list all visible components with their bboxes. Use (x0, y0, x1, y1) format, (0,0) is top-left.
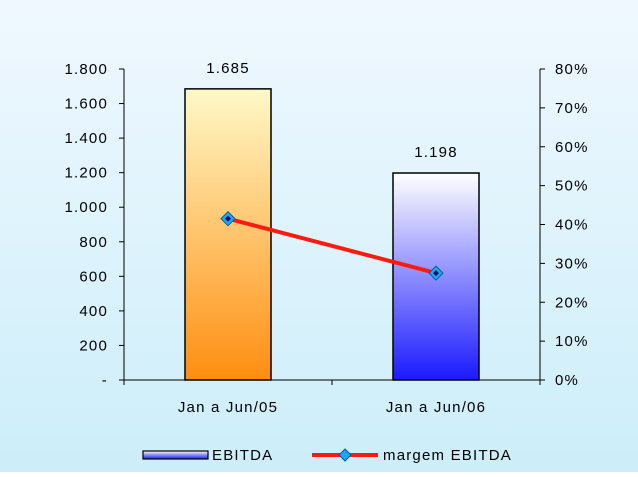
y-right-tick-label: 50% (555, 178, 589, 195)
y-left-tick-label: 1.400 (64, 130, 108, 147)
y-right-tick-label: 30% (555, 255, 589, 272)
y-left-tick-label: 1.200 (64, 165, 108, 182)
y-right-tick-label: 10% (555, 333, 589, 350)
y-left-tick-label: 200 (79, 337, 108, 354)
x-tick-label: Jan a Jun/06 (386, 399, 486, 416)
y-left-tick-label: 1.800 (64, 61, 108, 78)
bar-value-label: 1.198 (414, 144, 458, 161)
y-left-tick-label: 400 (79, 303, 108, 320)
legend-label-margem-ebitda: margem EBITDA (383, 447, 512, 464)
legend-label-ebitda: EBITDA (212, 447, 273, 464)
y-right-tick-label: 80% (555, 61, 589, 78)
y-left-tick-label: 800 (79, 234, 108, 251)
y-left-tick-label: 1.600 (64, 96, 108, 113)
y-left-tick-label: 1.000 (64, 199, 108, 216)
y-left-tick-label: - (102, 372, 108, 389)
bar-value-label: 1.685 (206, 60, 250, 77)
y-right-tick-label: 0% (555, 372, 579, 389)
line-marker-center (225, 215, 231, 222)
legend-swatch-ebitda (142, 450, 209, 460)
y-right-tick-label: 40% (555, 217, 589, 234)
y-right-tick-label: 60% (555, 139, 589, 156)
bar-ebitda (184, 88, 272, 381)
y-left-tick-label: 600 (79, 268, 108, 285)
line-margem-ebitda (227, 216, 437, 276)
line-marker-center (433, 270, 439, 277)
legend-swatch-margem-marker (338, 448, 352, 462)
y-right-tick-label: 70% (555, 100, 589, 117)
y-right-tick-label: 20% (555, 294, 589, 311)
x-tick-label: Jan a Jun/05 (178, 399, 278, 416)
